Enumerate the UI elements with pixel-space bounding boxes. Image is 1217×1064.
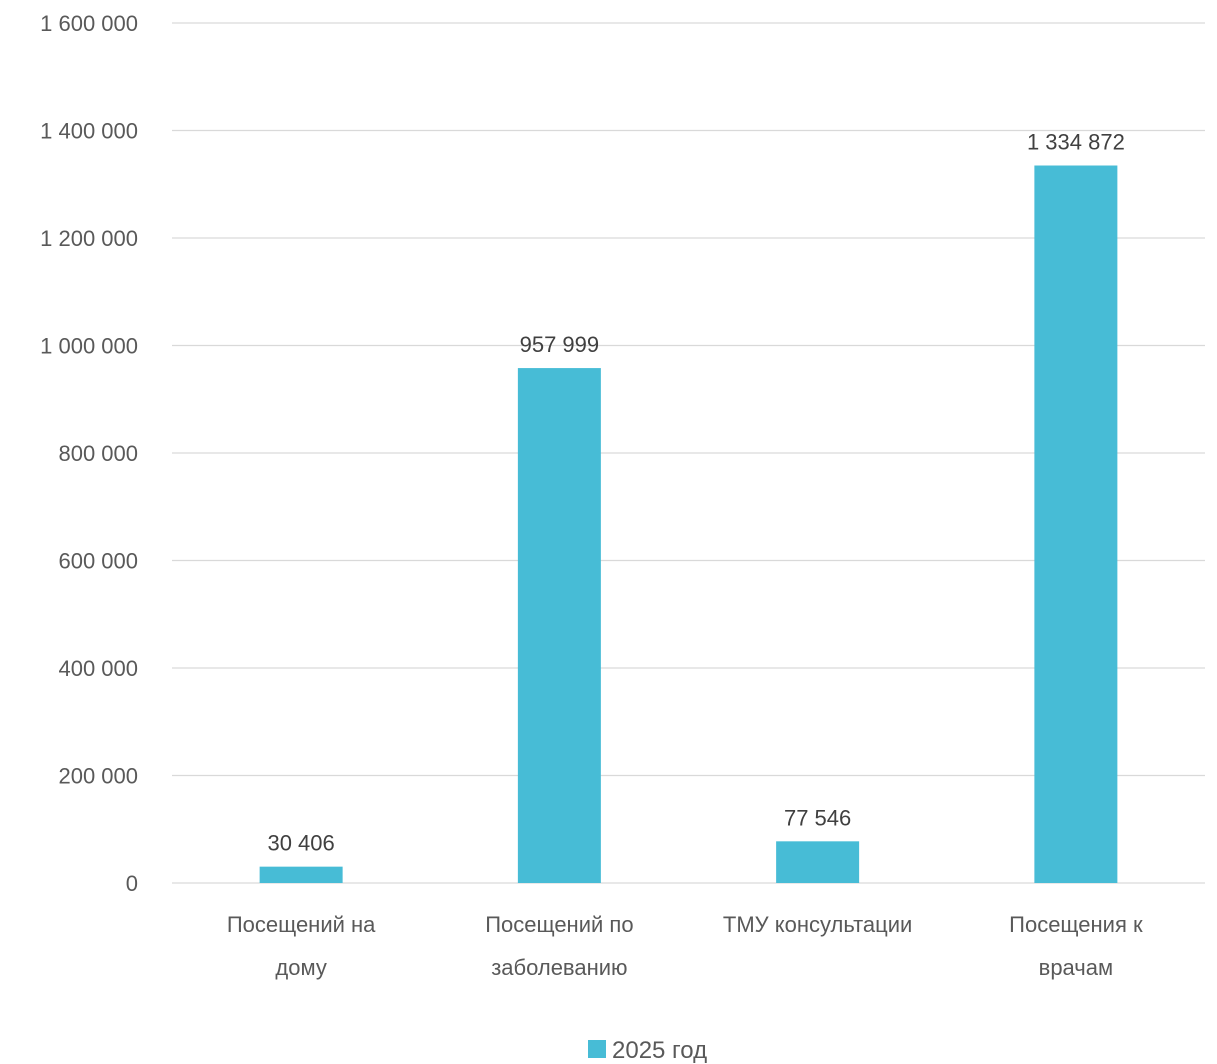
y-tick-label: 1 600 000 (40, 11, 138, 36)
data-label: 1 334 872 (1027, 130, 1125, 155)
legend: 2025 год (588, 1037, 707, 1064)
x-axis-categories: Посещений на дому Посещений по заболеванию Т… (227, 912, 1143, 980)
gridlines (172, 22, 1205, 884)
data-label: 957 999 (520, 332, 600, 357)
bars (259, 165, 1118, 884)
x-category-label: Посещений на дому (227, 912, 376, 980)
y-tick-label: 800 000 (58, 441, 138, 466)
bar (259, 866, 343, 883)
y-tick-label: 1 000 000 (40, 334, 138, 359)
bar (1034, 165, 1118, 884)
y-tick-label: 1 200 000 (40, 226, 138, 251)
bar (776, 841, 860, 883)
data-labels: 30 406 957 999 77 546 1 334 872 (267, 130, 1124, 856)
x-category-label: Посещений по заболеванию (485, 912, 633, 980)
bar (517, 368, 601, 883)
data-label: 30 406 (267, 831, 334, 856)
y-tick-label: 200 000 (58, 764, 138, 789)
y-tick-label: 1 400 000 (40, 119, 138, 144)
y-tick-label: 0 (126, 871, 138, 896)
y-axis-ticks: 0 200 000 400 000 600 000 800 000 1 000 000 1 … (40, 11, 138, 896)
x-category-label: ТМУ консультации (723, 912, 912, 937)
x-category-label: Посещения к врачам (1009, 912, 1143, 980)
y-tick-label: 600 000 (58, 549, 138, 574)
data-label: 77 546 (784, 805, 851, 830)
y-tick-label: 400 000 (58, 656, 138, 681)
legend-label: 2025 год (612, 1037, 707, 1064)
legend-swatch (588, 1040, 606, 1058)
